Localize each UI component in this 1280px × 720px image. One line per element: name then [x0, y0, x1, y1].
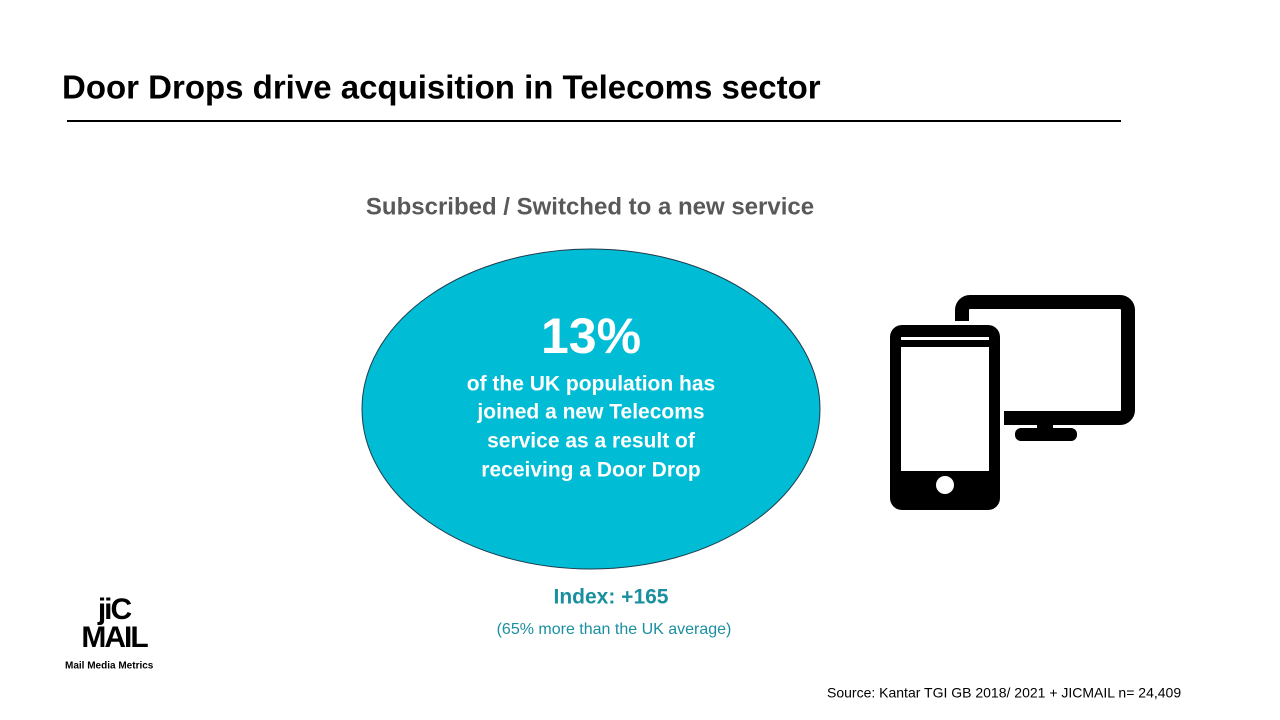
subtitle: Subscribed / Switched to a new service	[366, 193, 814, 220]
callout-ellipse	[361, 248, 821, 570]
callout-line: service as a result of	[487, 430, 696, 453]
logo-tagline: Mail Media Metrics	[65, 661, 154, 672]
callout-line: joined a new Telecoms	[476, 401, 704, 424]
source-note: Source: Kantar TGI GB 2018/ 2021 + JICMA…	[827, 685, 1181, 701]
logo-text: jiC	[97, 593, 132, 626]
devices-icon	[886, 295, 1135, 514]
slide-title: Door Drops drive acquisition in Telecoms…	[62, 69, 821, 106]
callout-line: receiving a Door Drop	[481, 459, 700, 482]
callout-stat: 13%	[541, 308, 641, 364]
index-note: (65% more than the UK average)	[497, 621, 732, 638]
callout-line: of the UK population has	[467, 373, 715, 396]
index-label: Index: +165	[554, 586, 669, 609]
logo-text: MAIL	[81, 621, 148, 654]
